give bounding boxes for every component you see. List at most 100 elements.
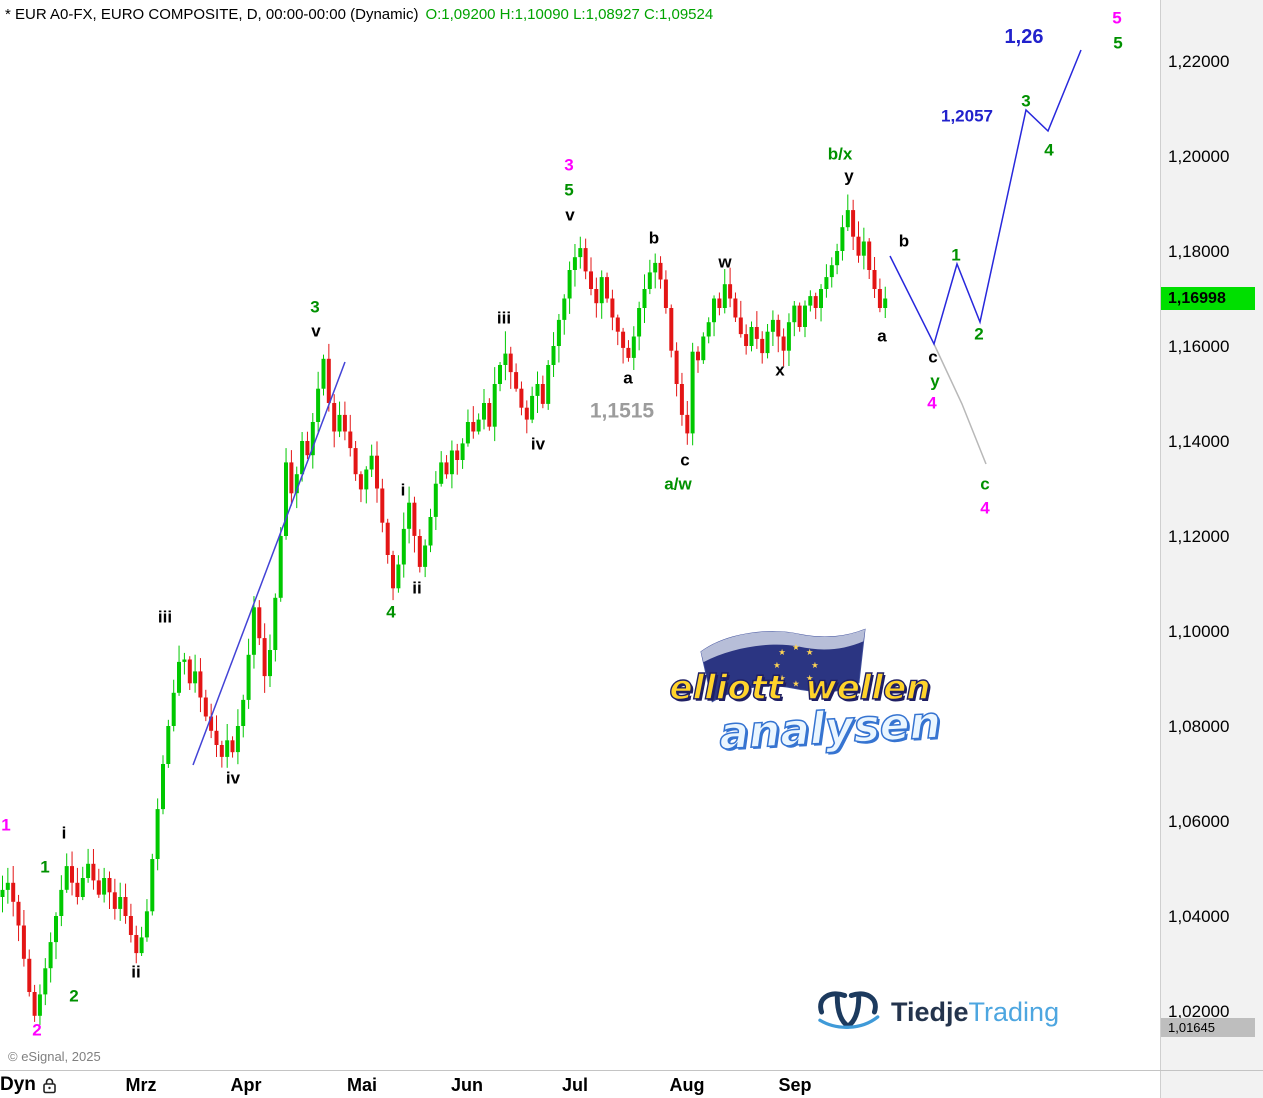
candle [653, 253, 658, 289]
candle [792, 301, 797, 337]
candle [583, 238, 588, 280]
candle [305, 431, 310, 459]
candle [32, 984, 37, 1022]
price-tick: 1,14000 [1168, 432, 1230, 451]
candle [118, 882, 123, 921]
candle [251, 596, 256, 669]
price-axis[interactable]: 1,22000 1,20000 1,18000 1,16000 1,14000 1,120… [1160, 0, 1263, 1098]
candle [744, 324, 749, 355]
wave-label: 2 [974, 324, 984, 344]
month-label: Mai [346, 1075, 378, 1095]
candle [861, 227, 866, 270]
price-tick: 1,08000 [1168, 717, 1230, 736]
projection-alt-line [933, 343, 987, 465]
month-label: Sep [778, 1075, 812, 1095]
candle [289, 450, 294, 506]
eu-flag-icon: ★ ★ ★ ★ ★ ★ ★ ★ [700, 628, 866, 703]
wave-label: x [775, 360, 785, 380]
candle [401, 512, 406, 578]
candle [674, 342, 679, 397]
candle [487, 398, 492, 431]
candle [134, 925, 139, 964]
chart-area[interactable]: ★ ★ ★ ★ ★ ★ ★ ★ elliott wellen analysen Tiedje… [0, 0, 1160, 1070]
candle [380, 478, 385, 533]
candle [808, 290, 813, 312]
dyn-scale-button[interactable]: Dyn [0, 1074, 57, 1096]
lock-icon[interactable] [42, 1077, 57, 1094]
candle [375, 441, 379, 503]
candle [621, 327, 626, 364]
candle [396, 555, 401, 593]
candle [631, 326, 636, 370]
svg-text:★: ★ [778, 647, 786, 657]
wave-label: i [61, 823, 67, 843]
candle [91, 849, 96, 890]
candle [449, 440, 454, 489]
brand-name-trading: Trading [968, 996, 1060, 1027]
wave-label: iii [496, 308, 512, 328]
wave-label: 5 [564, 180, 574, 200]
candle [128, 903, 133, 943]
candle [760, 331, 765, 364]
candle [86, 848, 91, 883]
wave-label: 2 [32, 1020, 42, 1040]
candle [835, 243, 840, 275]
month-label: Jun [450, 1075, 484, 1095]
wave-label: iii [157, 607, 173, 627]
candle [284, 448, 288, 540]
candle [829, 257, 834, 288]
candle [364, 466, 369, 504]
candle [679, 372, 684, 426]
candle [27, 949, 32, 997]
candle [492, 367, 497, 442]
candle [166, 719, 171, 768]
candle [209, 703, 214, 739]
wave-label: 3 [310, 297, 320, 317]
candle [241, 694, 246, 738]
candle [824, 264, 829, 298]
copyright-text: © eSignal, 2025 [8, 1049, 101, 1064]
low-price-badge: 1,01645 [1161, 1018, 1255, 1038]
candle [514, 363, 519, 392]
wave-label: 1 [40, 857, 50, 877]
candle [262, 623, 267, 693]
candle [59, 875, 64, 927]
candle [519, 381, 524, 416]
candle [765, 324, 770, 359]
candle [642, 274, 647, 323]
candlestick-chart[interactable] [0, 0, 1160, 1070]
svg-text:★: ★ [773, 660, 781, 670]
candle [385, 518, 390, 564]
candle [268, 634, 272, 687]
price-tick: 1,06000 [1168, 812, 1230, 831]
candle [139, 926, 144, 956]
chart-header: * EUR A0-FX, EURO COMPOSITE, D, 00:00-00… [5, 6, 713, 23]
candle [508, 346, 513, 389]
candle [332, 394, 337, 448]
candle [257, 600, 262, 645]
candle [567, 261, 572, 314]
candle [214, 715, 219, 757]
tiedje-trading-logo: Tiedje Trading [815, 982, 1059, 1042]
candle [594, 277, 599, 318]
projection-main-line [889, 49, 1082, 347]
candle [48, 932, 53, 983]
wave-label: a [877, 326, 887, 346]
candle [123, 883, 128, 924]
candle [530, 386, 535, 424]
candle [733, 292, 738, 322]
wave-label: a [623, 368, 633, 388]
dyn-label: Dyn [0, 1074, 36, 1095]
price-tick: 1,16000 [1168, 337, 1230, 356]
candle [685, 401, 690, 445]
candle [749, 321, 754, 352]
candle [803, 300, 807, 338]
time-axis[interactable]: Dyn Mrz Apr Mai Jun Jul Aug Sep [0, 1071, 1160, 1098]
svg-text:★: ★ [806, 647, 814, 657]
current-price-badge: 1,16998 [1161, 287, 1255, 311]
wave-label: 1,1515 [589, 399, 655, 423]
candle [589, 257, 593, 296]
low-price-value: 1,01645 [1168, 1020, 1215, 1036]
candle [21, 910, 26, 967]
